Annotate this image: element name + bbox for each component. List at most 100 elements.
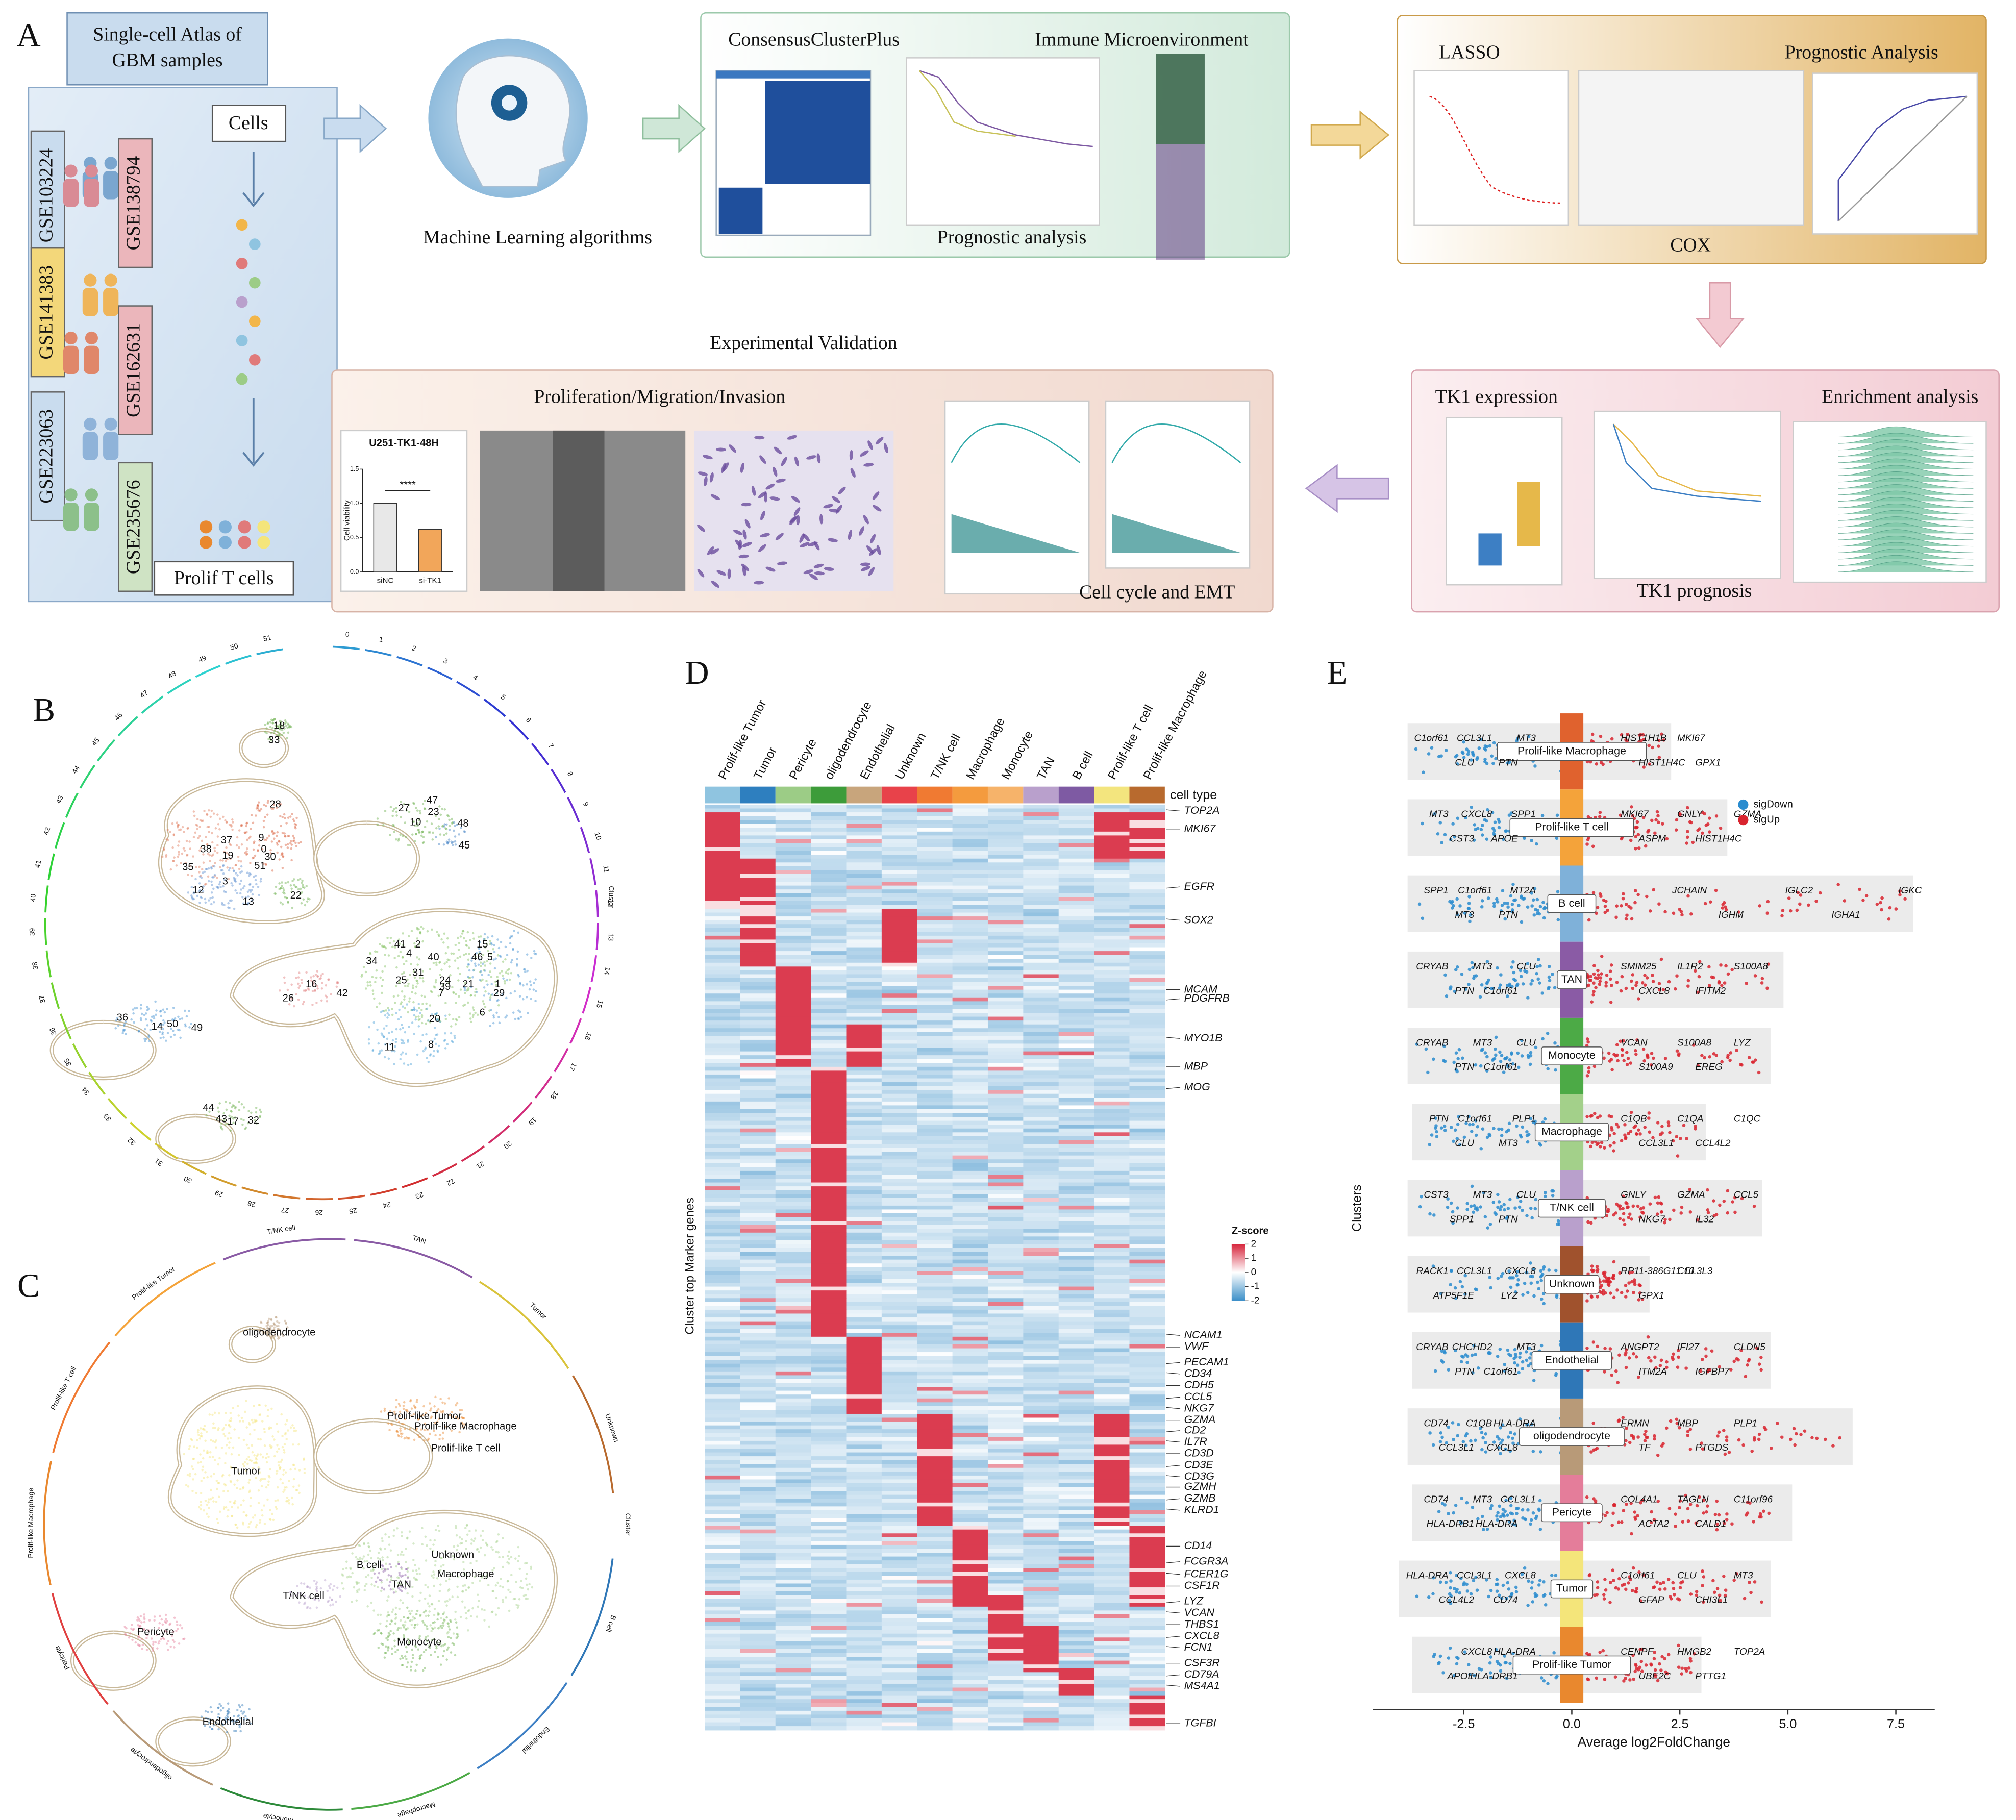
- heatmap-cell: [1023, 1132, 1059, 1137]
- cell-dot: [155, 1013, 157, 1016]
- cell-dot: [202, 890, 205, 892]
- heatmap-cell: [1094, 1248, 1130, 1253]
- heatmap-cell: [1058, 1093, 1094, 1099]
- cell-dot: [300, 902, 303, 905]
- heatmap-cell: [1129, 932, 1165, 936]
- heatmap-cell: [846, 970, 882, 975]
- heatmap-cell: [740, 1143, 776, 1149]
- cell-dot: [250, 1497, 252, 1499]
- heatmap-cell: [740, 1325, 776, 1330]
- heatmap-cell: [987, 1036, 1024, 1040]
- heatmap-cell: [952, 1198, 988, 1203]
- ridge: [1838, 452, 1974, 463]
- cell-dot: [517, 1560, 520, 1562]
- robot-eye: [501, 95, 517, 111]
- cell-dot: [412, 1413, 415, 1416]
- cell-icon: [236, 219, 248, 231]
- cell-dot: [261, 1420, 264, 1423]
- ring-label: Unknown: [604, 1412, 621, 1443]
- heatmap-cell: [846, 1306, 882, 1310]
- cell-dot: [228, 823, 231, 826]
- cell-dot: [297, 982, 300, 985]
- cell-dot: [271, 1512, 273, 1515]
- heatmap-cell: [705, 1074, 741, 1079]
- cell-dot: [506, 954, 509, 956]
- heatmap-cell: [1058, 1256, 1094, 1260]
- heatmap-cell: [917, 1120, 953, 1125]
- heatmap-cell: [846, 1090, 882, 1094]
- annotation-bar: [811, 786, 847, 804]
- cell-dot: [481, 978, 484, 981]
- cell-dot: [169, 831, 171, 833]
- cell-dot: [226, 820, 228, 824]
- heatmap-cell: [1094, 1028, 1130, 1033]
- cell-dot: [290, 887, 293, 890]
- cell-dot: [204, 1439, 207, 1442]
- heatmap-cell: [846, 1236, 882, 1241]
- cell-dot: [202, 1428, 205, 1430]
- cell-dot: [166, 1032, 169, 1034]
- cell-dot: [417, 1436, 420, 1439]
- heatmap-cell: [881, 1248, 917, 1253]
- cell-dot: [397, 955, 400, 958]
- cell-dot: [366, 1560, 369, 1563]
- cell-dot: [163, 849, 165, 852]
- cell-dot: [240, 1118, 243, 1120]
- cell-dot: [419, 1040, 422, 1043]
- cell-dot: [442, 825, 445, 827]
- cell-dot: [417, 1648, 419, 1651]
- cell-dot: [150, 1020, 153, 1023]
- cell-dot: [152, 1015, 155, 1018]
- heatmap-cell: [740, 1329, 776, 1334]
- cell-dot: [367, 1545, 370, 1548]
- cell-dot: [441, 1401, 444, 1404]
- heatmap-cell: [881, 1024, 917, 1029]
- heatmap-cell: [917, 1109, 953, 1114]
- heatmap-cell: [1058, 847, 1094, 852]
- heatmap-cell: [1023, 1325, 1059, 1330]
- heatmap-cell: [740, 1344, 776, 1349]
- cell-dot: [457, 1576, 460, 1578]
- cell-dot: [376, 1586, 379, 1589]
- heatmap-cell: [1094, 1113, 1130, 1117]
- heatmap-cell: [740, 932, 776, 936]
- cell-dot: [284, 719, 287, 722]
- cell-dot: [139, 1625, 142, 1628]
- cell-dot: [345, 1560, 348, 1563]
- heatmap-cell: [775, 1321, 811, 1326]
- cell-dot: [252, 1466, 254, 1469]
- heatmap-cell: [1023, 912, 1059, 917]
- cell-dot: [265, 863, 267, 866]
- heatmap-cell: [1058, 1020, 1094, 1025]
- cell-dot: [472, 1008, 476, 1011]
- cell-dot: [206, 826, 209, 829]
- heatmap-cell: [987, 1186, 1024, 1191]
- ring-label: oligodendrocyte: [128, 1746, 173, 1782]
- ring-label: 29: [214, 1189, 224, 1200]
- cell-dot: [255, 1477, 258, 1480]
- heatmap-cell: [1058, 1090, 1094, 1094]
- cluster-label: 46: [471, 952, 483, 963]
- heatmap-cell: [740, 1016, 776, 1021]
- heatmap-cell: [987, 935, 1024, 940]
- heatmap-cell: [705, 1063, 741, 1067]
- heatmap-cell: [1058, 1070, 1094, 1075]
- heatmap-cell: [1094, 935, 1130, 940]
- ring-arc: [44, 885, 49, 913]
- heatmap-cell: [1058, 855, 1094, 859]
- heatmap-cell: [1129, 1209, 1165, 1214]
- heatmap-cell: [1058, 1005, 1094, 1010]
- heatmap-cell: [1058, 1302, 1094, 1307]
- cell-dot: [208, 809, 210, 812]
- heatmap-cell: [987, 1290, 1024, 1295]
- cell-dot: [259, 1453, 262, 1456]
- heatmap-cell: [775, 1344, 811, 1349]
- heatmap-cell: [1058, 924, 1094, 929]
- cell-dot: [393, 1644, 396, 1648]
- cell-dot: [407, 1638, 410, 1640]
- heatmap-cell: [881, 1236, 917, 1241]
- cell-dot: [502, 1601, 505, 1604]
- heatmap-cell: [740, 1178, 776, 1183]
- cell-dot: [192, 892, 195, 895]
- heatmap-cell: [1094, 1186, 1130, 1191]
